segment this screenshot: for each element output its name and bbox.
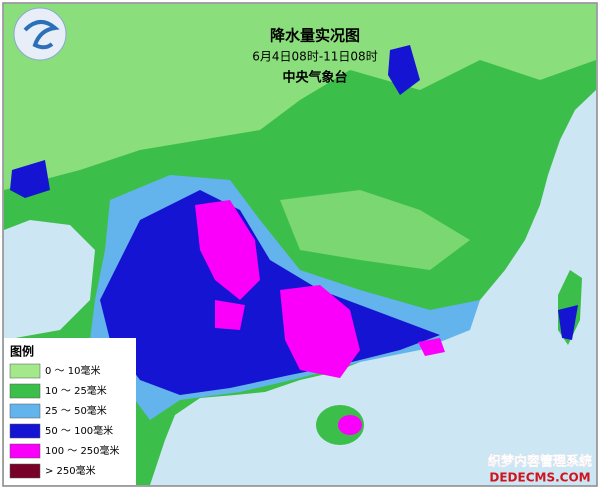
rain-100-250-d [418, 338, 445, 356]
rain-west [10, 160, 50, 198]
legend-title: 图例 [10, 344, 34, 359]
legend-swatch [9, 443, 41, 459]
rain-100-250-a [195, 200, 260, 300]
taiwan-rain [558, 305, 578, 340]
agency: 中央气象台 [282, 70, 347, 86]
legend-label: 0 ～ 10毫米 [45, 364, 100, 377]
legend-label: 50 ～ 100毫米 [45, 424, 113, 437]
legend-swatch [9, 403, 41, 419]
legend-label: > 250毫米 [45, 464, 96, 477]
legend-swatch [9, 463, 41, 479]
legend-items: 0 ～ 10毫米 10 ～ 25毫米 25 ～ 50毫米 50 ～ 100毫米 100 … [9, 363, 120, 479]
rain-north [388, 45, 420, 95]
legend-label: 25 ～ 50毫米 [45, 404, 107, 417]
logo-mark [23, 20, 60, 50]
legend-swatch [9, 363, 41, 379]
rain-100-250-b [280, 285, 360, 378]
legend-swatch [9, 423, 41, 439]
legend-swatch [9, 383, 41, 399]
light-rain-center [280, 190, 470, 270]
hainan-rain [338, 415, 362, 435]
light-rain-north [4, 4, 596, 190]
title: 降水量实况图 [270, 27, 360, 45]
rain-100-250-c [215, 300, 245, 330]
subtitle: 6月4日08时-11日08时 [252, 50, 377, 64]
watermark-line1: 织梦内容管理系统 [488, 454, 592, 470]
legend-label: 10 ～ 25毫米 [45, 384, 107, 397]
legend-label: 100 ～ 250毫米 [45, 444, 120, 457]
watermark-line2: DEDECMS.COM [489, 471, 590, 485]
